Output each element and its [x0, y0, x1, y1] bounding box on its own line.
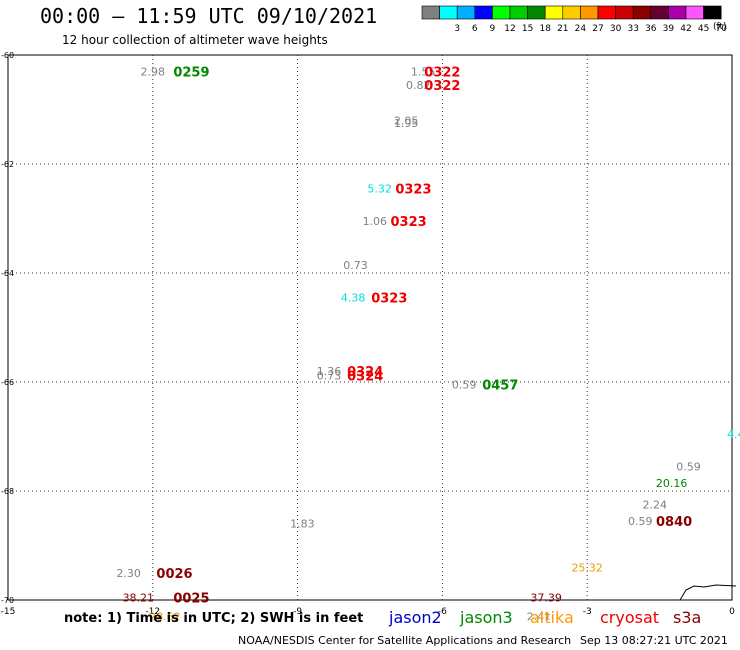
legend-tick-label: 30	[610, 24, 622, 34]
map-plot: -15 -12 -9 -6 -3 0-60-62-64-66-68-702.98 1.550…	[1, 51, 740, 620]
wave-height-label: 0.59	[676, 460, 701, 473]
legend-tick-label: 18	[539, 24, 551, 34]
wave-height-label: 38.21	[123, 591, 155, 604]
legend-tick-label: 24	[575, 24, 587, 34]
wave-height-label: 37.39	[530, 591, 562, 604]
pass-time-label: 0324	[347, 369, 383, 384]
longitude-tick-label: -3	[583, 607, 592, 617]
wave-height-label: 1.55	[411, 65, 436, 78]
wave-height-label: 0.59	[452, 379, 477, 392]
pass-time-label: 0323	[395, 183, 431, 198]
pass-time-label: 0322	[424, 79, 460, 94]
wave-height-label: 1.06	[363, 215, 388, 228]
wave-height-label: 2.05	[394, 114, 419, 127]
pass-time-label: 0324	[347, 365, 383, 380]
legend-tick-label: 33	[627, 24, 638, 34]
map-title: 00:00 – 11:59 UTC 09/10/2021	[40, 4, 378, 28]
wave-height-label: 0.82	[406, 79, 431, 92]
wave-height-label: 2.41	[527, 610, 552, 620]
footnote: note: 1) Time is in UTC; 2) SWH is in fe…	[64, 611, 364, 626]
wave-height-label: 1.36	[317, 365, 342, 378]
latitude-tick-label: -60	[1, 51, 14, 60]
wave-height-label: 2.98	[141, 65, 166, 78]
legend-tick-label: 27	[592, 24, 603, 34]
latitude-tick-label: -66	[1, 378, 14, 387]
wave-height-label: 1.83	[290, 518, 315, 531]
wave-height-label: 0.59	[628, 515, 653, 528]
pass-time-label: 0457	[482, 379, 518, 394]
latitude-tick-label: -64	[1, 269, 14, 278]
satellite-jason2: jason2	[389, 608, 442, 627]
satellite-s3a: s3a	[673, 608, 702, 627]
satellite-jason3: jason3	[460, 608, 513, 627]
generation-timestamp: Sep 13 08:27:21 UTC 2021	[580, 634, 728, 647]
wave-height-label: 4.47	[727, 428, 740, 441]
pass-time-label: 0323	[371, 292, 407, 307]
legend-tick-label: 36	[645, 24, 657, 34]
pass-time-label: 0323	[391, 215, 427, 230]
longitude-tick-label: -12	[145, 607, 160, 617]
satellite-cryosat: cryosat	[600, 608, 660, 627]
pass-time-label: 0840	[656, 515, 692, 530]
satellite-altika: altika	[530, 608, 574, 627]
longitude-tick-label: -6	[438, 607, 447, 617]
coastline	[679, 584, 737, 601]
legend-tick-label: 12	[504, 24, 515, 34]
wave-height-label: 2.24	[643, 499, 668, 512]
wave-height-label: 4.38	[341, 292, 366, 305]
wave-height-label: 0.73	[317, 369, 342, 382]
wave-height-label: 25.32	[571, 561, 603, 574]
longitude-tick-label: -9	[293, 607, 302, 617]
legend-units: (ft)	[713, 22, 727, 32]
map-frame	[7, 54, 733, 601]
pass-time-label: 0259	[173, 65, 209, 80]
wave-height-label: 28.62	[149, 610, 181, 620]
legend-tick-label: 3	[454, 24, 460, 34]
legend-tick-label: 70	[715, 24, 727, 34]
latitude-tick-label: -68	[1, 487, 14, 496]
longitude-tick-label: 0	[729, 607, 735, 617]
legend-tick-label: 42	[680, 24, 691, 34]
legend-tick-label: 9	[490, 24, 496, 34]
wave-height-label: 1.95	[394, 117, 419, 130]
color-legend: 3 6 9 12 15 18 21 24 27 30 33 36 39 42 45 70	[421, 5, 727, 34]
legend-tick-label: 39	[663, 24, 675, 34]
wave-height-label: 20.16	[656, 477, 688, 490]
legend-tick-label: 6	[472, 24, 478, 34]
legend-tick-label: 15	[522, 24, 533, 34]
wave-height-label: 5.32	[367, 183, 392, 196]
credit-line: NOAA/NESDIS Center for Satellite Applica…	[238, 634, 572, 647]
latitude-tick-label: -70	[1, 596, 14, 605]
legend-tick-label: 21	[557, 24, 568, 34]
map-subtitle: 12 hour collection of altimeter wave hei…	[62, 33, 328, 47]
wave-height-label: 0.73	[343, 259, 368, 272]
pass-time-label: 0026	[156, 567, 192, 582]
pass-time-label: 0025	[173, 591, 209, 606]
legend-tick-label: 45	[698, 24, 709, 34]
legend-swatch	[703, 5, 722, 20]
wave-height-label: 2.30	[116, 567, 141, 580]
pass-time-label: 0322	[424, 65, 460, 80]
latitude-tick-label: -62	[1, 160, 14, 169]
longitude-tick-label: -15	[1, 607, 16, 617]
